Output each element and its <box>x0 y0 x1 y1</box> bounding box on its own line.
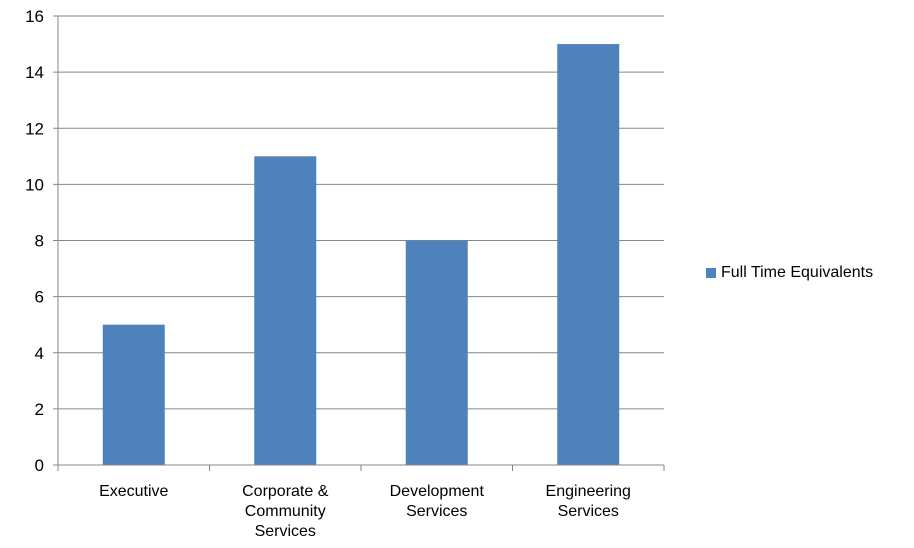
x-category-label: Corporate & Community Services <box>242 483 329 540</box>
bars <box>102 44 620 465</box>
x-category-label: Development Services <box>390 483 485 520</box>
legend: Full Time Equivalents <box>706 264 873 282</box>
y-tick-label: 4 <box>35 344 44 363</box>
y-tick-label: 6 <box>35 288 44 307</box>
x-category-label-line: Development <box>390 483 485 500</box>
y-tick-label: 14 <box>25 63 44 82</box>
y-tick-label: 16 <box>25 7 44 26</box>
bar <box>102 324 165 465</box>
bar <box>254 156 317 465</box>
x-category-labels: Executive Corporate & Community ServicesDev… <box>99 483 631 540</box>
y-tick-label: 2 <box>35 400 44 419</box>
axes <box>53 15 665 471</box>
x-category-label: Executive <box>99 483 168 500</box>
x-category-label: Engineering Services <box>546 483 631 520</box>
bar <box>405 240 468 465</box>
x-category-label-line: Services <box>558 503 619 520</box>
x-category-label-line: Executive <box>99 483 168 500</box>
legend-swatch <box>706 268 716 278</box>
x-category-label-line: Services <box>255 523 316 540</box>
y-tick-label: 8 <box>35 232 44 251</box>
y-tick-label: 0 <box>35 456 44 475</box>
y-tick-label: 12 <box>25 119 44 138</box>
legend-label: Full Time Equivalents <box>721 264 874 281</box>
y-tick-labels: 0 2 4 6 8 10 12 14 16 <box>25 7 44 475</box>
x-category-label-line: Engineering <box>546 483 631 500</box>
bar <box>557 44 620 465</box>
x-category-label-line: Community <box>245 503 326 520</box>
x-category-label-line: Services <box>406 503 467 520</box>
y-tick-label: 10 <box>25 175 44 194</box>
x-category-label-line: Corporate & <box>242 483 329 500</box>
